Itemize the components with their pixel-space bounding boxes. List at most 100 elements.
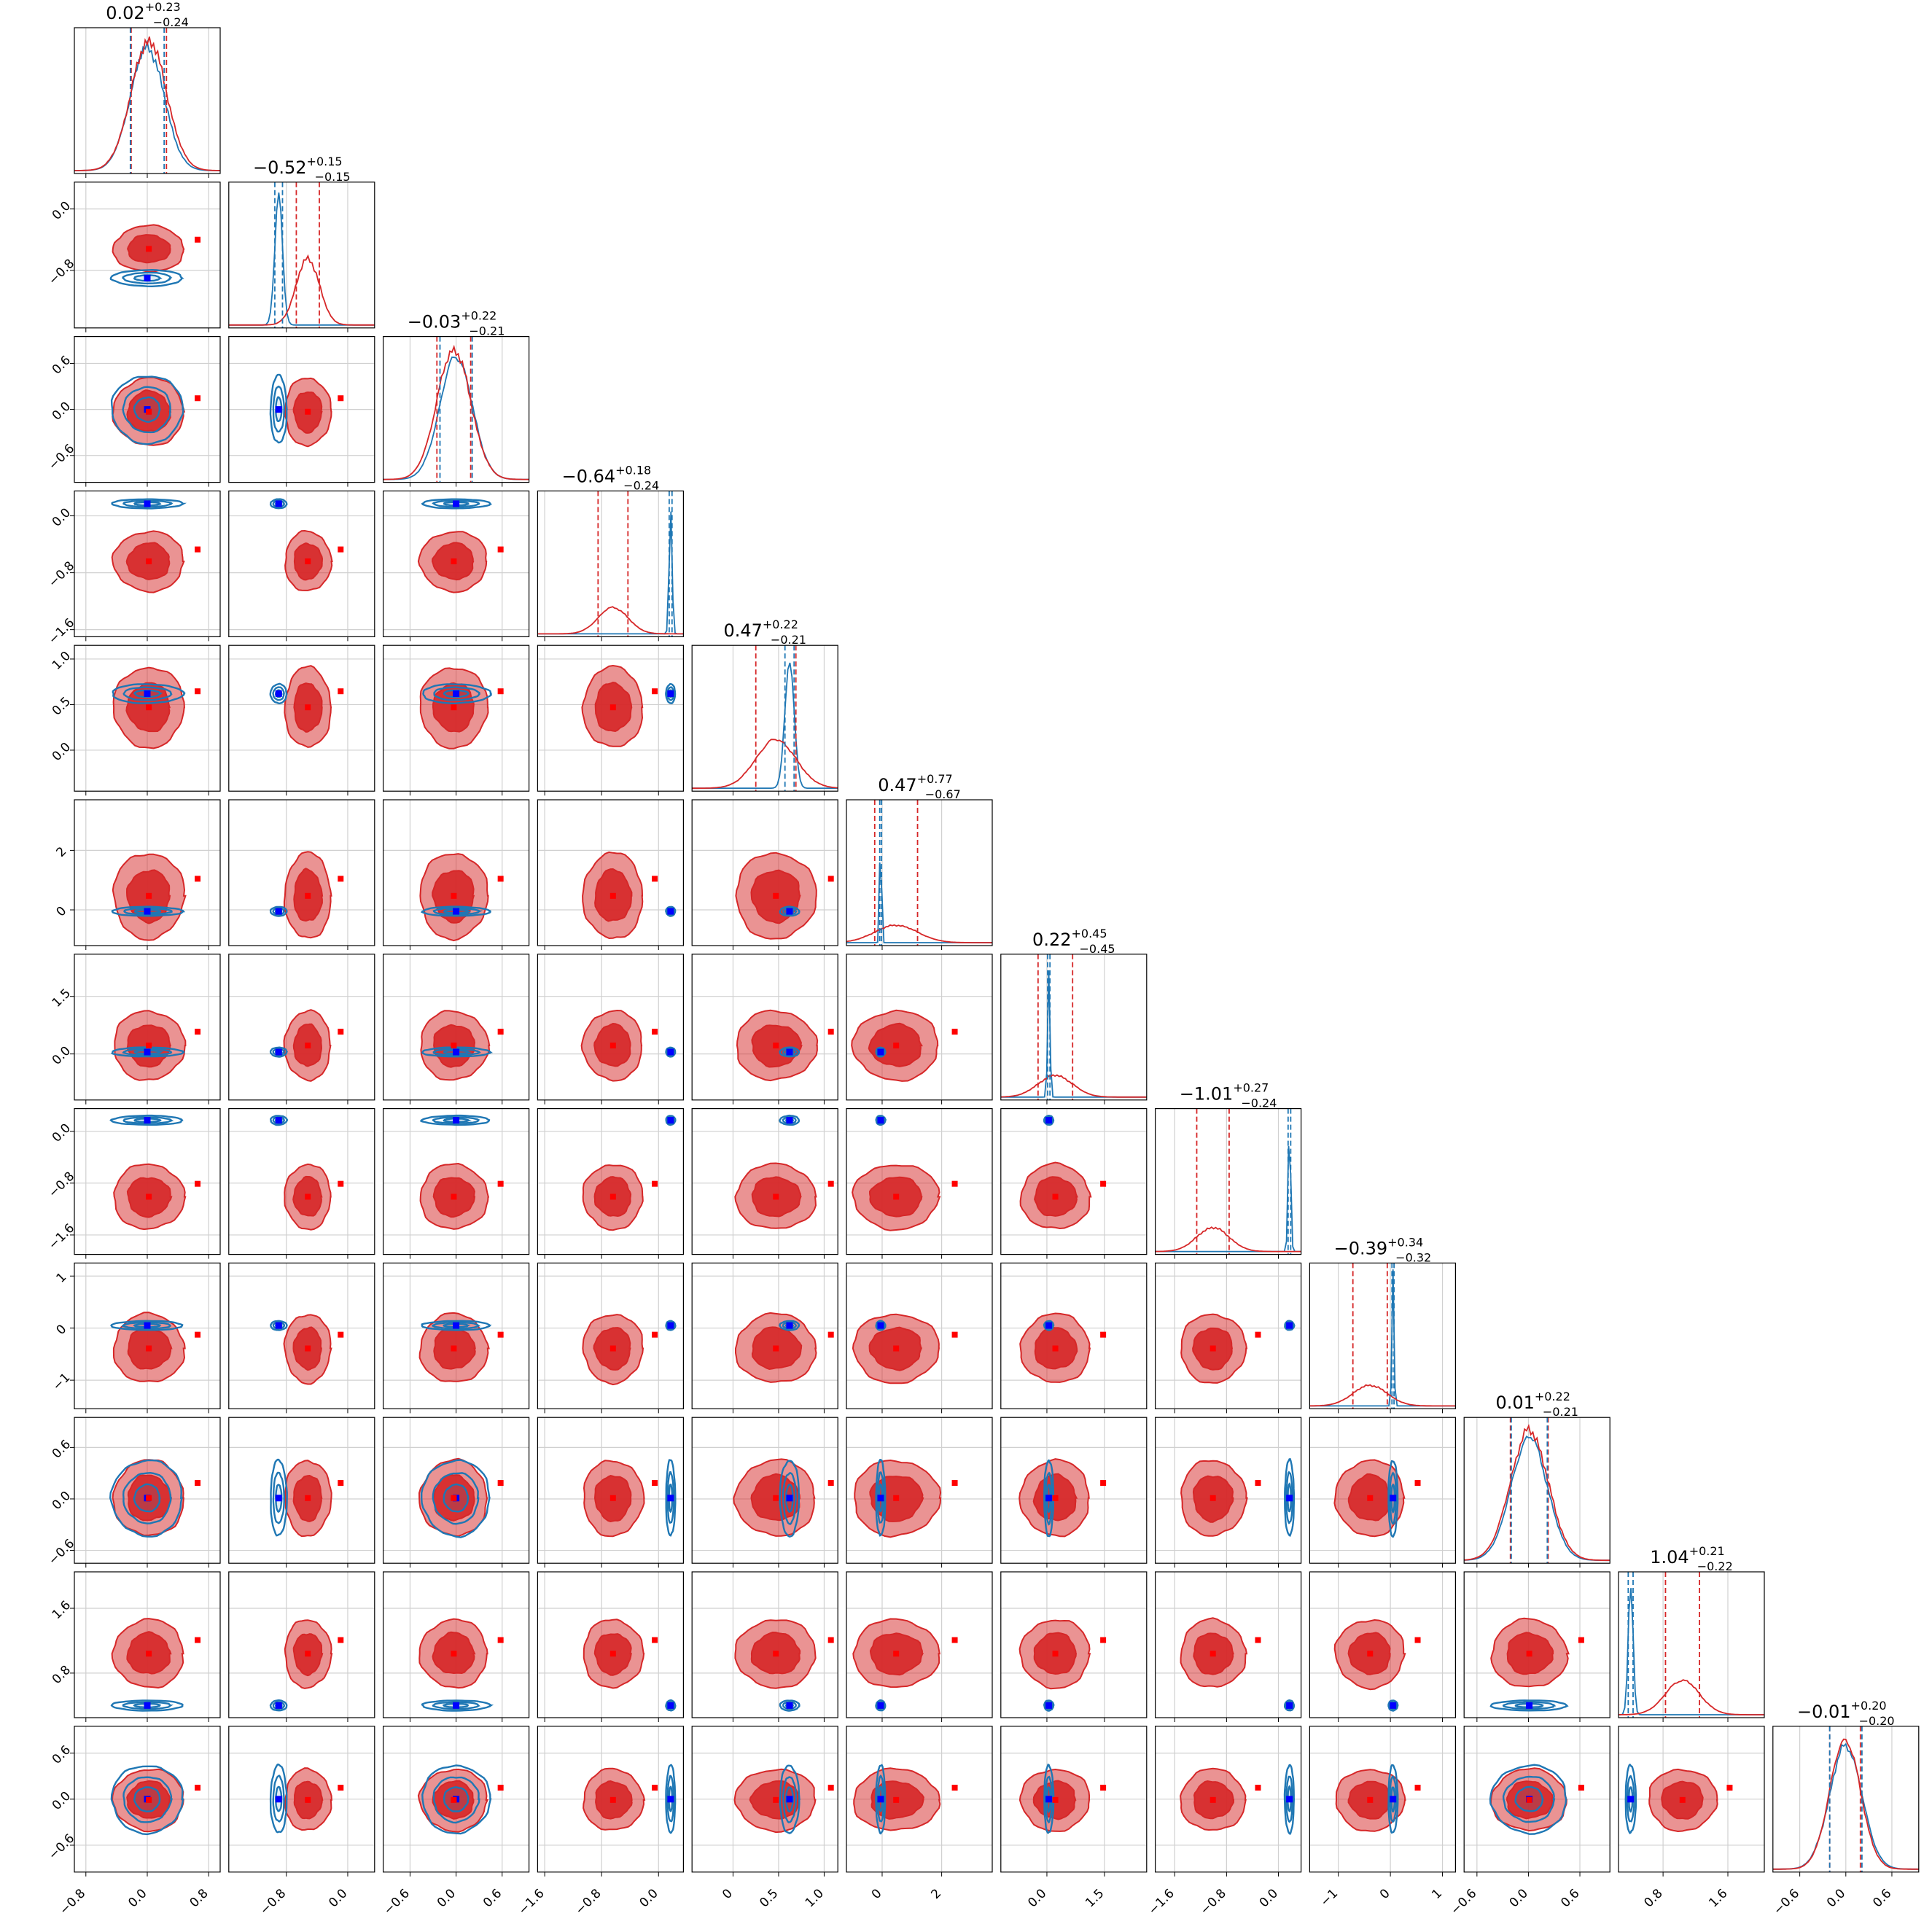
red-marker (451, 892, 457, 899)
panel-frame (1309, 1571, 1457, 1718)
red-marker (652, 1785, 658, 1791)
blue-contour (421, 1699, 494, 1712)
panel-9-4 (691, 1417, 838, 1568)
blue-contour (122, 386, 171, 434)
panel-11-1: −0.8 0.0 (228, 1726, 375, 1918)
blue-contour (109, 1459, 183, 1538)
blue-contour (109, 1114, 184, 1126)
panel-7-7: −1.01+0.27 −0.24 (1154, 1081, 1302, 1259)
panel-9-1 (228, 1417, 375, 1568)
histogram-line (1619, 1588, 1764, 1715)
red-marker (609, 704, 616, 711)
panel-frame (537, 1262, 685, 1410)
panel-frame (691, 1107, 838, 1255)
panel-frame (1309, 1417, 1457, 1564)
panel-title: 0.22+0.45 −0.45 (1032, 927, 1115, 956)
panel-0-0: 0.02+0.23 −0.24 (74, 0, 221, 178)
red-marker (773, 1193, 779, 1200)
blue-contour (270, 1115, 289, 1126)
x-tick-label: 0.0 (125, 1886, 149, 1910)
red-marker (195, 1180, 201, 1187)
blue-marker (877, 1702, 884, 1709)
red-marker (451, 1345, 457, 1352)
panel-title: 0.01+0.22 −0.21 (1495, 1390, 1578, 1419)
panel-10-1 (228, 1571, 375, 1722)
panel-6-5 (846, 954, 993, 1105)
panel-4-1 (228, 644, 375, 796)
panel-7-2 (382, 1107, 530, 1259)
panel-frame (1309, 1262, 1457, 1410)
red-marker (338, 1180, 344, 1187)
panel-11-0: −0.8 0.0 0.8 0.6 0.0 −0.6 (46, 1726, 221, 1918)
panel-title: 1.04+0.21 −0.22 (1650, 1544, 1733, 1573)
x-tick-label: 0.0 (1025, 1886, 1049, 1910)
red-marker (1367, 1495, 1374, 1501)
red-marker (146, 892, 152, 899)
x-tick-label: 0.8 (1641, 1886, 1665, 1910)
red-marker (146, 704, 152, 711)
blue-marker (786, 1796, 793, 1803)
blue-contour (1043, 1320, 1055, 1331)
blue-marker (144, 690, 151, 697)
blue-contour (782, 1472, 798, 1525)
red-marker (827, 876, 834, 882)
y-tick-label: 1.6 (50, 1598, 74, 1622)
panel-5-0: 20 (54, 799, 221, 950)
x-tick-label: 0.0 (1257, 1886, 1281, 1910)
blue-contour (422, 683, 492, 705)
blue-contour (111, 1046, 185, 1058)
panel-10-10: 1.04+0.21 −0.22 (1618, 1544, 1765, 1722)
x-tick-label: −0.8 (257, 1886, 289, 1917)
panel-frame (1000, 954, 1148, 1101)
red-marker (195, 546, 201, 553)
blue-contour (421, 1764, 492, 1835)
blue-contour (1043, 1459, 1055, 1538)
red-marker (773, 1796, 779, 1803)
panel-title: −0.52+0.15 −0.15 (253, 155, 351, 184)
blue-marker (786, 1117, 793, 1124)
y-tick-label: 0 (54, 1322, 70, 1338)
panel-frame (1000, 1417, 1148, 1564)
panel-frame (228, 954, 375, 1101)
blue-marker (877, 1495, 884, 1502)
blue-contour (1284, 1320, 1296, 1331)
red-marker (1210, 1651, 1216, 1657)
histogram-line (1464, 1423, 1610, 1562)
red-marker (1100, 1637, 1107, 1643)
red-marker (305, 1193, 311, 1200)
panel-frame (1154, 1262, 1302, 1410)
panel-3-0: 0.0 −0.8 −1.6 (46, 490, 221, 647)
panel-frame (228, 490, 375, 638)
red-marker (195, 688, 201, 695)
red-marker (195, 1331, 201, 1338)
y-tick-label: 2 (54, 844, 70, 860)
red-marker (1255, 1331, 1261, 1338)
panel-8-6 (1000, 1262, 1148, 1414)
blue-contour (779, 1320, 801, 1331)
blue-contour (1043, 1763, 1055, 1834)
blue-contour (1387, 1460, 1399, 1538)
red-marker (146, 408, 152, 415)
red-marker (1255, 1785, 1261, 1791)
red-marker (893, 1193, 900, 1200)
red-marker (827, 1785, 834, 1791)
panel-4-3 (537, 644, 685, 796)
blue-contour (269, 1763, 288, 1834)
blue-marker (786, 908, 793, 915)
red-marker (146, 1651, 152, 1657)
blue-contour (109, 268, 184, 288)
red-marker (773, 892, 779, 899)
histogram-line (228, 254, 375, 326)
blue-marker (144, 1117, 151, 1124)
panel-frame (1463, 1571, 1610, 1718)
panel-frame (537, 1107, 685, 1255)
blue-marker (667, 1117, 674, 1124)
blue-contour (110, 1320, 184, 1331)
x-tick-label: 0.6 (1558, 1886, 1582, 1910)
histogram-line (1000, 1074, 1147, 1098)
y-tick-label: 0.6 (50, 1437, 74, 1461)
panel-frame (537, 799, 685, 946)
blue-contour (432, 499, 480, 508)
panel-7-3 (537, 1107, 685, 1259)
blue-contour (779, 1114, 801, 1126)
